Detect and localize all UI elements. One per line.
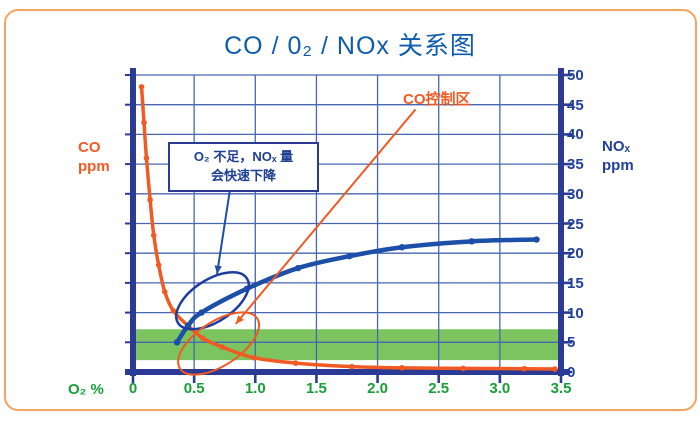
co-control-leader-arrowhead xyxy=(235,315,244,324)
nox-note-line2: 会快速下降 xyxy=(210,168,276,183)
left-axis-label: CO ppm xyxy=(78,139,110,177)
y-tick-label: 25 xyxy=(567,215,584,233)
x-tick-label: 1.0 xyxy=(244,380,266,397)
co-data-point xyxy=(552,366,558,372)
right-axis-label-line1: NOₓ xyxy=(602,138,630,155)
co-control-ellipse xyxy=(177,311,260,376)
nox-data-point xyxy=(173,339,181,346)
right-axis-label: NOₓ ppm xyxy=(602,138,634,176)
nox-data-point xyxy=(533,236,540,243)
co-data-point xyxy=(143,155,150,161)
chart-plot-area xyxy=(125,68,572,383)
y-tick-label: 15 xyxy=(567,274,584,292)
nox-note-leader-arrowhead xyxy=(214,265,222,274)
co-data-point xyxy=(141,119,147,126)
nox-note-line1: O₂ 不足，NOₓ 量 xyxy=(193,149,294,165)
left-axis-label-line2: ppm xyxy=(78,157,110,175)
nox-note-leader xyxy=(216,191,231,275)
co-data-point xyxy=(251,354,257,361)
y-tick-label: 10 xyxy=(567,304,584,322)
y-tick-label: 35 xyxy=(567,156,584,174)
y-tick-label: 50 xyxy=(567,67,584,84)
co-data-point xyxy=(170,308,177,314)
co-data-point xyxy=(199,335,206,341)
nox-data-point xyxy=(294,264,302,272)
co-control-zone-label: CO控制区 xyxy=(403,91,471,108)
y-tick-label: 20 xyxy=(567,245,584,263)
y-tick-label: 30 xyxy=(567,185,584,203)
x-tick-label: 0.5 xyxy=(183,380,205,397)
y-tick-label: 5 xyxy=(567,334,576,352)
right-axis-label-line2: ppm xyxy=(602,156,634,174)
co-data-point xyxy=(161,289,168,295)
x-tick-label: 2.5 xyxy=(428,380,450,397)
co-data-point xyxy=(138,84,145,90)
nox-data-point xyxy=(198,309,205,316)
control-band xyxy=(133,329,561,361)
x-tick-label: 0 xyxy=(128,380,138,397)
x-tick-label: 3.5 xyxy=(550,380,572,397)
chart-title: CO / 0₂ / NOx 关系图 xyxy=(224,32,476,60)
co-data-point xyxy=(292,360,299,366)
y-tick-label: 40 xyxy=(567,126,584,144)
nox-data-point xyxy=(468,238,475,245)
nox-data-point xyxy=(398,244,406,251)
co-data-point xyxy=(399,365,405,371)
co-data-point xyxy=(460,365,466,372)
nox-note-callout: O₂ 不足，NOₓ 量 会快速下降 xyxy=(168,142,319,192)
co-curve xyxy=(139,85,557,371)
nox-data-point xyxy=(346,252,353,260)
y-tick-label: 0 xyxy=(567,364,576,381)
x-tick-label: 2.0 xyxy=(367,380,388,397)
co-data-point xyxy=(521,365,528,372)
nox-data-point xyxy=(184,322,192,329)
co-data-point xyxy=(349,363,355,370)
y-tick-label: 45 xyxy=(567,96,584,114)
x-tick-label: 1.5 xyxy=(305,380,327,397)
x-axis-label: O₂ % xyxy=(68,381,104,398)
co-data-point xyxy=(150,232,157,239)
co-data-point xyxy=(219,344,226,350)
x-tick-label: 3.0 xyxy=(489,380,511,397)
nox-curve xyxy=(174,237,539,345)
co-control-leader xyxy=(234,108,417,325)
nox-drop-ellipse xyxy=(174,271,250,331)
left-axis-label-line1: CO xyxy=(78,139,101,156)
co-data-point xyxy=(147,196,153,203)
co-data-point xyxy=(155,262,162,268)
